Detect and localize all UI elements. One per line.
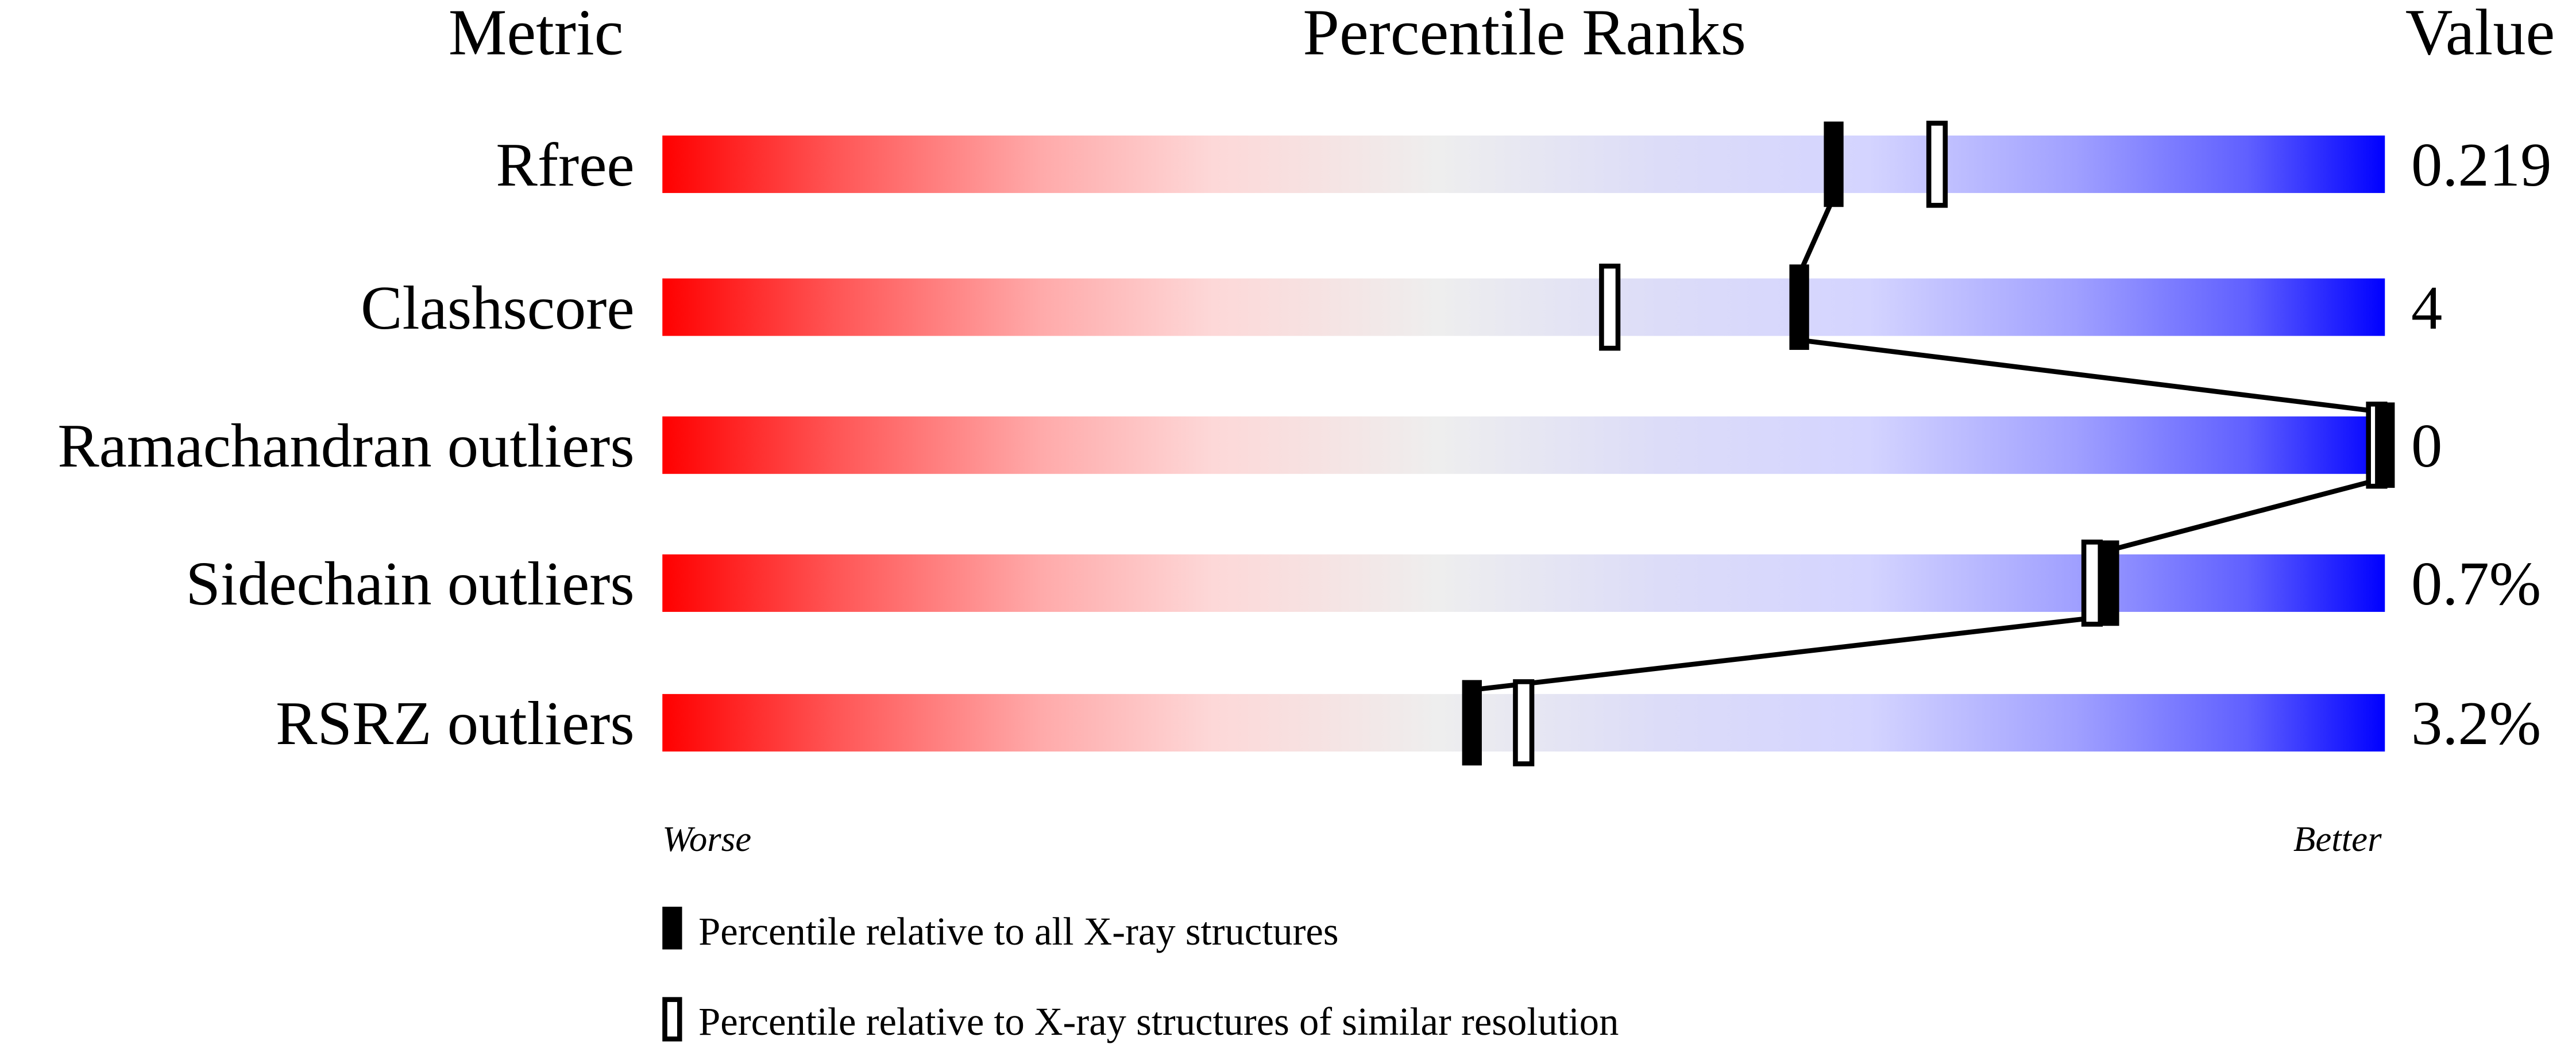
header-value: Value [2405,0,2555,68]
metric-label: Sidechain outliers [186,549,634,618]
metric-label: Ramachandran outliers [57,411,634,480]
marker-similar [1599,263,1621,351]
percentile-bar [662,278,2385,336]
legend-open-marker [662,997,682,1042]
marker-similar [2081,540,2103,627]
connector-line [1472,613,2110,693]
metric-label: Rfree [496,130,634,199]
metric-label: Clashscore [361,273,635,342]
marker-all [1824,121,1844,207]
axis-label-worse: Worse [662,819,751,859]
legend-label-similar: Percentile relative to X-ray structures … [698,1000,1619,1043]
percentile-bar [662,554,2385,612]
marker-similar [1513,679,1535,766]
legend-filled-marker [662,907,682,950]
connector-line [2108,475,2386,553]
marker-all [2099,540,2119,626]
marker-all [1462,680,1482,766]
metric-value: 3.2% [2411,689,2541,758]
marker-similar [1926,121,1948,208]
marker-all [1789,264,1809,350]
header-metric: Metric [449,0,624,68]
legend-label-all: Percentile relative to all X-ray structu… [698,910,1338,953]
metric-value: 0.219 [2411,130,2551,199]
metric-value: 0.7% [2411,549,2541,618]
percentile-bar [662,416,2385,474]
percentile-bar [662,135,2385,193]
connector-line [1797,196,1836,276]
header-percentile-ranks: Percentile Ranks [1303,0,1746,68]
metric-value: 4 [2411,273,2442,342]
metric-label: RSRZ outliers [276,689,635,758]
axis-label-better: Better [2293,819,2382,859]
marker-all [2375,402,2395,488]
connector-line [1799,337,2385,415]
metric-value: 0 [2411,411,2442,480]
